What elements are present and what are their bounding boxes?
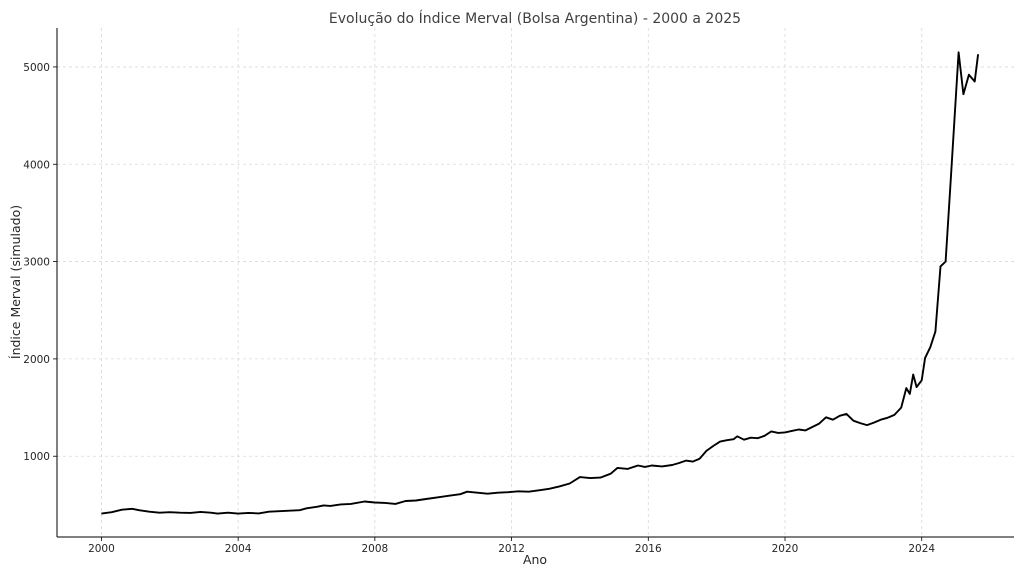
chart-title: Evolução do Índice Merval (Bolsa Argenti… bbox=[329, 10, 741, 27]
x-tick-label: 2004 bbox=[225, 543, 252, 555]
x-tick-label: 2012 bbox=[498, 543, 525, 555]
y-tick-label: 3000 bbox=[23, 257, 50, 269]
y-axis-label: Índice Merval (simulado) bbox=[8, 205, 23, 359]
x-tick-label: 2020 bbox=[772, 543, 799, 555]
merval-series-line bbox=[101, 51, 980, 515]
y-tick-label: 1000 bbox=[23, 451, 50, 463]
axes-frame bbox=[56, 28, 1014, 538]
x-tick-label: 2016 bbox=[635, 543, 662, 555]
x-tick-label: 2000 bbox=[88, 543, 115, 555]
y-tick-label: 5000 bbox=[23, 62, 50, 74]
x-tick-label: 2024 bbox=[908, 543, 935, 555]
y-axis-ticks: 1000 2000 3000 4000 5000 bbox=[23, 62, 57, 463]
y-tick-label: 4000 bbox=[23, 159, 50, 171]
x-axis-ticks: 2000 2004 2008 2012 2016 2020 2024 bbox=[88, 537, 935, 555]
x-axis-label: Ano bbox=[523, 552, 547, 567]
y-tick-label: 2000 bbox=[23, 354, 50, 366]
series-group bbox=[101, 51, 980, 515]
grid-lines bbox=[57, 28, 1014, 537]
x-tick-label: 2008 bbox=[361, 543, 388, 555]
